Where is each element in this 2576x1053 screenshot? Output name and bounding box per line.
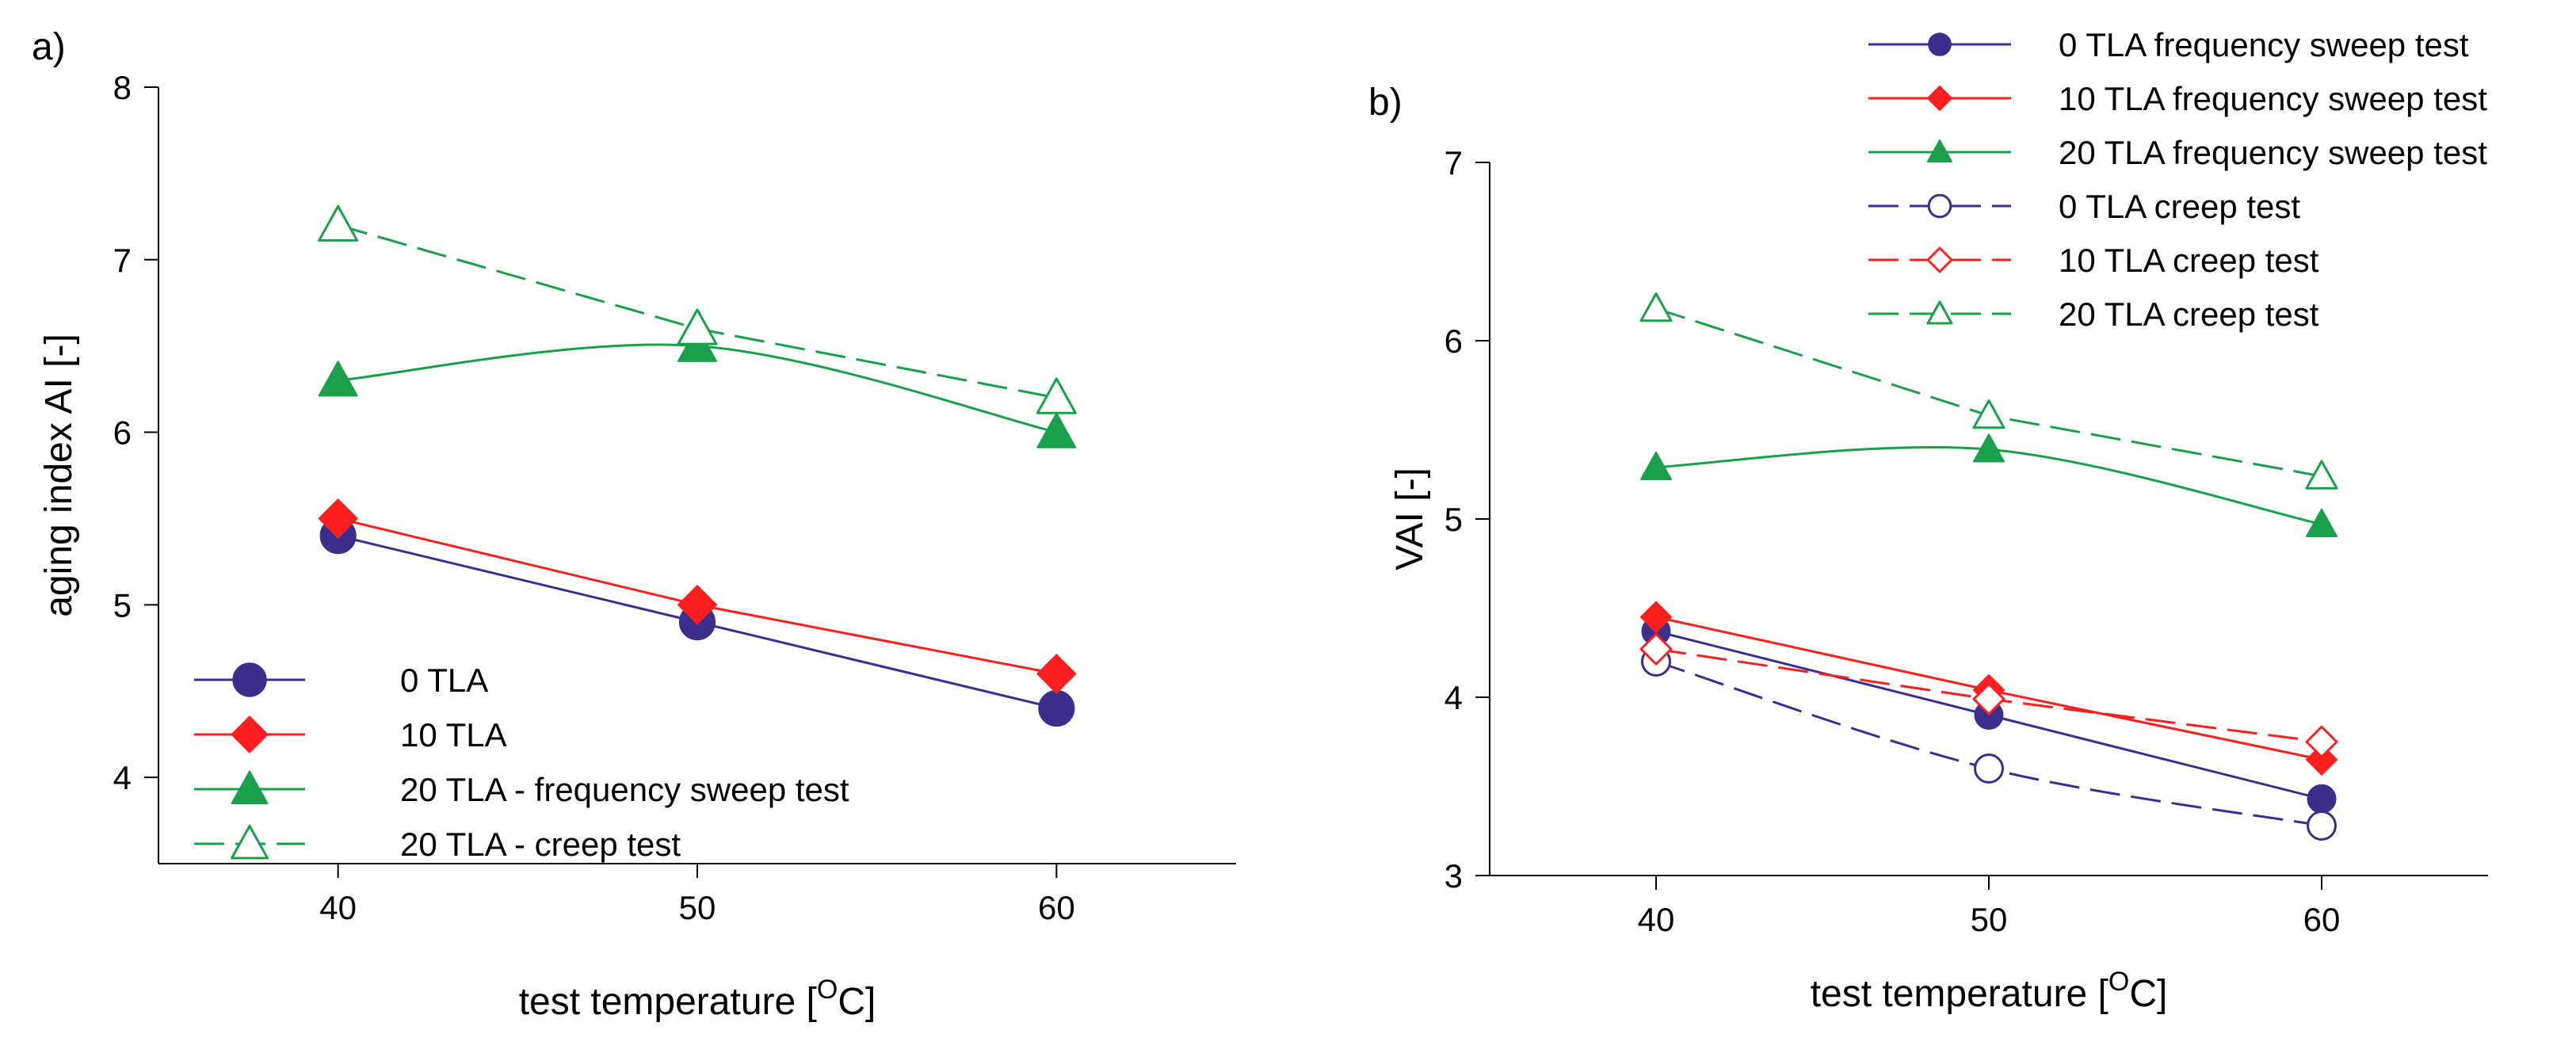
- panel-label: a): [32, 26, 66, 68]
- data-point: [1974, 754, 2004, 784]
- x-tick-label: 40: [1638, 901, 1675, 938]
- legend-marker: [1927, 139, 1952, 162]
- series-10-tla: [318, 498, 1077, 694]
- series-20-tla-frequency-sweep-test: [1640, 433, 2337, 537]
- legend-item: 20 TLA frequency sweep test: [1868, 134, 2487, 171]
- x-tick-label: 60: [2303, 901, 2341, 938]
- data-point: [1639, 292, 1673, 322]
- legend-marker: [231, 770, 269, 804]
- data-point: [1036, 654, 1077, 694]
- y-tick-label: 4: [1444, 679, 1463, 716]
- x-axis-title-superscript: O: [2109, 967, 2129, 997]
- y-tick-label: 5: [113, 586, 132, 624]
- y-axis-title: aging index AI [-]: [38, 334, 80, 617]
- legend-label: 0 TLA: [400, 662, 488, 699]
- legend-label: 10 TLA frequency sweep test: [2059, 80, 2487, 117]
- data-point: [1640, 601, 1672, 633]
- y-tick-label: 3: [1444, 857, 1463, 895]
- x-axis-title-text: test temperature [: [1811, 973, 2109, 1015]
- legend-marker: [231, 825, 269, 860]
- x-axis-title-text: test temperature [: [519, 981, 817, 1023]
- x-axis-title-superscript: O: [817, 975, 838, 1005]
- chart-panel-b: b) 3 4 5 6 7 40 50 60 test temperature [OC] VAI [-…: [1368, 26, 2488, 1015]
- data-point: [677, 308, 718, 345]
- x-axis-title: test temperature [OC]: [1811, 967, 2168, 1015]
- data-point: [318, 204, 359, 242]
- data-point: [1036, 412, 1077, 448]
- data-point: [1973, 433, 2005, 463]
- legend-marker: [1928, 32, 1952, 56]
- data-point: [1972, 682, 2005, 715]
- legend-marker: [1926, 246, 1953, 273]
- legend-item: 20 TLA - creep test: [194, 825, 681, 863]
- legend-marker: [1927, 86, 1952, 111]
- data-point: [2307, 784, 2337, 814]
- data-point: [1639, 632, 1673, 666]
- data-point: [2305, 725, 2338, 758]
- y-tick-label: 6: [113, 414, 132, 452]
- legend-marker: [232, 662, 267, 697]
- data-point: [2306, 508, 2337, 537]
- legend: 0 TLA frequency sweep test 10 TLA frequen…: [1868, 26, 2487, 333]
- x-axis-title-unit: C]: [838, 981, 876, 1023]
- data-point: [2305, 460, 2338, 490]
- y-tick-label: 4: [113, 759, 132, 796]
- data-point: [1640, 451, 1672, 480]
- series-20-tla-creep-test: [318, 204, 1077, 414]
- data-point: [1972, 399, 2005, 429]
- data-point: [1036, 377, 1077, 414]
- legend-marker: [1927, 193, 1952, 219]
- legend-label: 0 TLA frequency sweep test: [2059, 26, 2469, 63]
- x-tick-label: 60: [1038, 889, 1075, 926]
- legend-item: 0 TLA frequency sweep test: [1868, 26, 2469, 63]
- legend-item: 0 TLA creep test: [1868, 188, 2300, 225]
- legend-item: 20 TLA creep test: [1868, 296, 2319, 333]
- y-axis-title: VAI [-]: [1389, 467, 1431, 570]
- x-tick-label: 50: [679, 889, 716, 926]
- y-tick-label: 5: [1444, 501, 1463, 538]
- legend-item: 10 TLA: [194, 715, 507, 754]
- legend-item: 0 TLA: [194, 662, 488, 699]
- chart-panel-a: a) 4 5 6 7 8 40 50 60 test temperature [OC] aging …: [32, 26, 1236, 1023]
- data-point: [318, 361, 358, 397]
- data-point: [677, 585, 717, 625]
- x-tick-label: 40: [319, 889, 357, 926]
- legend-item: 20 TLA - frequency sweep test: [194, 770, 849, 808]
- x-axis-title-unit: C]: [2129, 973, 2167, 1015]
- data-point: [318, 498, 358, 539]
- legend-label: 10 TLA creep test: [2059, 242, 2319, 279]
- legend-label: 10 TLA: [400, 716, 507, 754]
- y-tick-label: 8: [113, 69, 132, 106]
- legend-item: 10 TLA frequency sweep test: [1868, 80, 2487, 117]
- y-tick-label: 7: [1444, 144, 1463, 181]
- data-point: [2307, 811, 2337, 841]
- legend-marker: [1926, 300, 1953, 325]
- panel-label: b): [1368, 82, 1402, 124]
- legend-label: 20 TLA - creep test: [400, 826, 681, 863]
- legend-label: 20 TLA creep test: [2059, 296, 2319, 333]
- legend-label: 0 TLA creep test: [2059, 188, 2300, 225]
- series-20-tla-creep-test: [1639, 292, 2338, 490]
- legend-label: 20 TLA - frequency sweep test: [400, 771, 849, 808]
- series-10-tla-creep-test: [1639, 632, 2338, 758]
- data-point: [2306, 743, 2337, 776]
- legend: 0 TLA 10 TLA 20 TLA - frequency sweep test…: [194, 662, 849, 863]
- y-tick-label: 7: [113, 242, 132, 279]
- legend-label: 20 TLA frequency sweep test: [2059, 134, 2487, 171]
- x-tick-label: 50: [1971, 901, 2008, 938]
- x-axis-title: test temperature [OC]: [519, 975, 876, 1023]
- y-tick-label: 6: [1444, 322, 1463, 360]
- legend-marker: [231, 715, 269, 754]
- legend-item: 10 TLA creep test: [1868, 242, 2319, 279]
- data-point: [1038, 689, 1075, 727]
